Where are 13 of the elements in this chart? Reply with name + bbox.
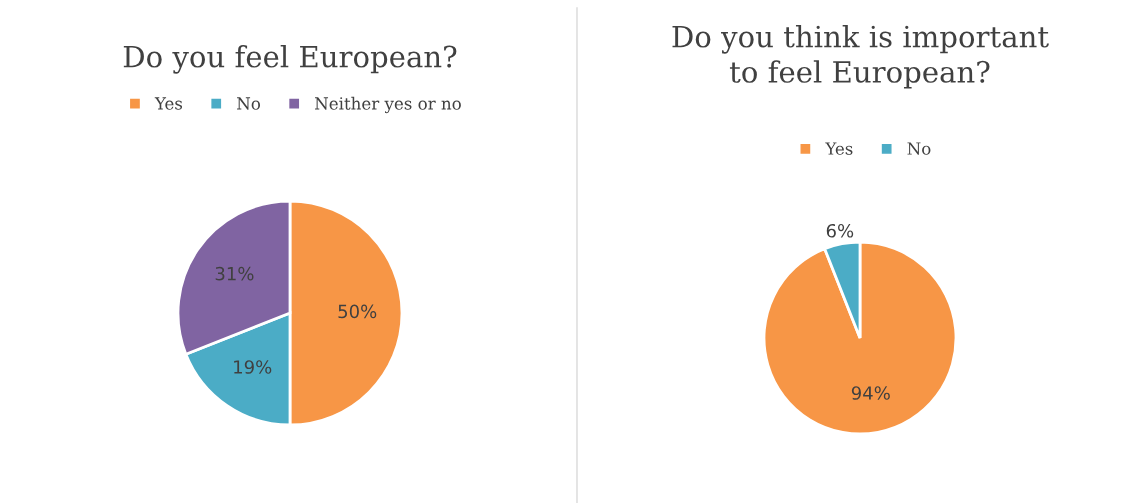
data-label: 50% xyxy=(338,304,377,319)
data-label: 19% xyxy=(234,360,272,374)
legend-label: Yes xyxy=(825,142,853,155)
legend-label: Neither yes or no xyxy=(315,96,461,114)
legend-label: No xyxy=(907,142,931,155)
pie-slice xyxy=(762,240,958,436)
chart-title: Do you think is important to feel European? xyxy=(672,25,1049,89)
legend-label: No xyxy=(237,97,261,110)
data-label: 6% xyxy=(826,223,854,238)
data-label: 31% xyxy=(215,266,254,281)
data-label: 94% xyxy=(851,386,890,400)
chart-title: Do you feel European? xyxy=(123,45,457,74)
legend-label: Yes xyxy=(154,97,183,110)
